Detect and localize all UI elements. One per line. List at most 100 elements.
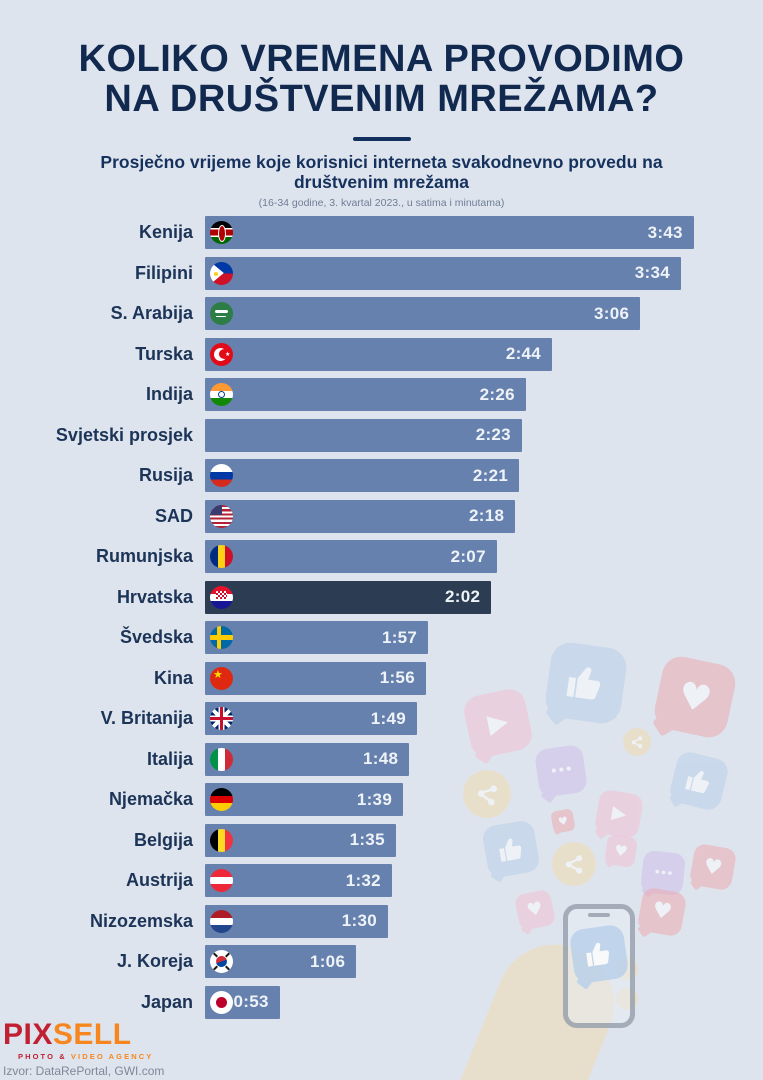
- bar-track: 3:43: [205, 216, 763, 250]
- flag-netherlands-icon: [210, 909, 233, 933]
- time-bar: 2:18: [205, 499, 516, 533]
- share-bubble-icon: [623, 728, 651, 756]
- country-label: Rusija: [138, 465, 193, 486]
- flag-sweden-icon: [210, 626, 233, 650]
- chart-row: Turska ★ 2:44: [0, 337, 763, 371]
- country-label: Indija: [145, 384, 193, 405]
- time-value: 2:26: [479, 384, 515, 404]
- bar-track: 0:53: [205, 985, 763, 1019]
- flag-japan-icon: [210, 990, 233, 1014]
- time-value: 1:49: [370, 708, 407, 728]
- chart-row: Japan 0:53: [0, 985, 763, 1019]
- flag-austria-icon: [210, 869, 233, 893]
- chart-subtitle: Prosječno vrijeme koje korisnici interne…: [100, 151, 663, 192]
- bar-track: 2:07: [205, 540, 763, 574]
- flag-india-icon: [210, 383, 233, 407]
- logo-sell: SELL: [52, 1018, 132, 1051]
- thumbs-up-bubble-icon: [543, 640, 629, 727]
- time-value: 1:32: [345, 870, 381, 890]
- time-value: 1:30: [341, 911, 378, 931]
- bar-track: 2:18: [205, 499, 763, 533]
- country-label: Austrija: [125, 870, 193, 891]
- country-label: Filipini: [135, 262, 193, 283]
- bar-track: ★ 2:44: [205, 337, 763, 371]
- chart-row: Filipini 3:34: [0, 256, 763, 290]
- time-value: 1:57: [381, 627, 418, 647]
- logo-pix: PIX: [3, 1018, 53, 1051]
- time-bar: 1:39: [205, 783, 404, 817]
- logo-tagline: PHOTO & VIDEO AGENCY: [18, 1052, 154, 1061]
- flag-usa-icon: [210, 504, 233, 528]
- chart-row: Švedska 1:57: [0, 621, 763, 655]
- flag-germany-icon: [210, 788, 233, 812]
- time-value: 2:21: [472, 465, 509, 485]
- time-value: 1:35: [349, 830, 385, 850]
- country-label: V. Britanija: [100, 708, 193, 729]
- bar-track: 1:35: [205, 823, 763, 857]
- chart-row: Kina ★ 1:56: [0, 661, 763, 695]
- flag-romania-icon: [210, 545, 233, 569]
- time-value: 2:02: [445, 587, 481, 607]
- country-label: Nizozemska: [89, 910, 193, 931]
- flag-saudi-arabia-icon: [210, 302, 233, 326]
- bar-track: 1:32: [205, 864, 763, 898]
- chart-row: Austrija 1:32: [0, 864, 763, 898]
- flag-russia-icon: [210, 464, 233, 488]
- time-bar: 1:06: [205, 945, 357, 979]
- time-value: 3:34: [634, 263, 670, 283]
- thumbs-up-bubble-icon: [568, 923, 630, 990]
- bar-track: 1:48: [205, 742, 763, 776]
- country-label: Turska: [135, 343, 193, 364]
- bar-track: 1:39: [205, 783, 763, 817]
- bar-track: 1:57: [205, 621, 763, 655]
- time-value: 2:18: [469, 506, 505, 526]
- country-label: S. Arabija: [110, 303, 193, 324]
- time-bar: 3:34: [205, 256, 681, 290]
- flag-turkey-icon: ★: [210, 342, 233, 366]
- chart-row: Njemačka 1:39: [0, 783, 763, 817]
- flag-star-shape: ★: [213, 667, 223, 681]
- country-label: Švedska: [119, 627, 193, 648]
- chart-row: J. Koreja 1:06: [0, 945, 763, 979]
- flag-croatia-icon: [210, 585, 233, 609]
- bar-track: 2:23: [205, 418, 763, 452]
- country-label: Japan: [140, 991, 193, 1012]
- time-bar: 0:53: [205, 985, 280, 1019]
- time-value: 1:06: [309, 951, 346, 971]
- thumbs-up-bubble-icon: [667, 749, 731, 813]
- time-bar: ★ 1:56: [205, 661, 426, 695]
- time-bar: 2:26: [205, 378, 526, 412]
- source-text: Izvor: DataRePortal, GWI.com: [3, 1064, 165, 1078]
- header: KOLIKO VREMENA PROVODIMO NA DRUŠTVENIM M…: [0, 0, 763, 209]
- chart-row: Svjetski prosjek 2:23: [0, 418, 763, 452]
- time-bar: 3:06: [205, 297, 641, 331]
- time-bar: ★ 2:44: [205, 337, 553, 371]
- time-bar: 2:21: [205, 459, 520, 493]
- time-value: 1:39: [356, 789, 393, 809]
- time-bar: 1:35: [205, 823, 396, 857]
- flag-trigram-shape: [225, 952, 230, 958]
- time-value: 1:56: [379, 668, 415, 688]
- pixsell-logo: PIXSELL: [3, 1020, 164, 1050]
- time-bar: 1:49: [205, 702, 418, 736]
- country-label: Kenija: [138, 222, 193, 243]
- chart-row: S. Arabija 3:06: [0, 297, 763, 331]
- page-title: KOLIKO VREMENA PROVODIMO NA DRUŠTVENIM M…: [78, 38, 685, 120]
- bar-track: ★ 1:56: [205, 661, 763, 695]
- bar-track: 2:21: [205, 459, 763, 493]
- flag-philippines-icon: [210, 261, 233, 285]
- bar-track: 1:06: [205, 945, 763, 979]
- time-bar: 2:02: [205, 580, 492, 614]
- time-value: 3:43: [647, 222, 683, 242]
- country-label: Belgija: [133, 829, 193, 850]
- bar-track: 1:49: [205, 702, 763, 736]
- time-value: 3:06: [594, 303, 630, 323]
- bar-track: 2:26: [205, 378, 763, 412]
- country-label: Svjetski prosjek: [55, 424, 193, 445]
- bar-track: 3:06: [205, 297, 763, 331]
- country-label: SAD: [154, 505, 193, 526]
- phone-notch: [588, 913, 610, 917]
- flag-trigram-shape: [213, 952, 218, 958]
- bar-chart: Kenija 3:43 Filipini 3:34 S. Arabija 3:06 Turs…: [0, 216, 763, 1019]
